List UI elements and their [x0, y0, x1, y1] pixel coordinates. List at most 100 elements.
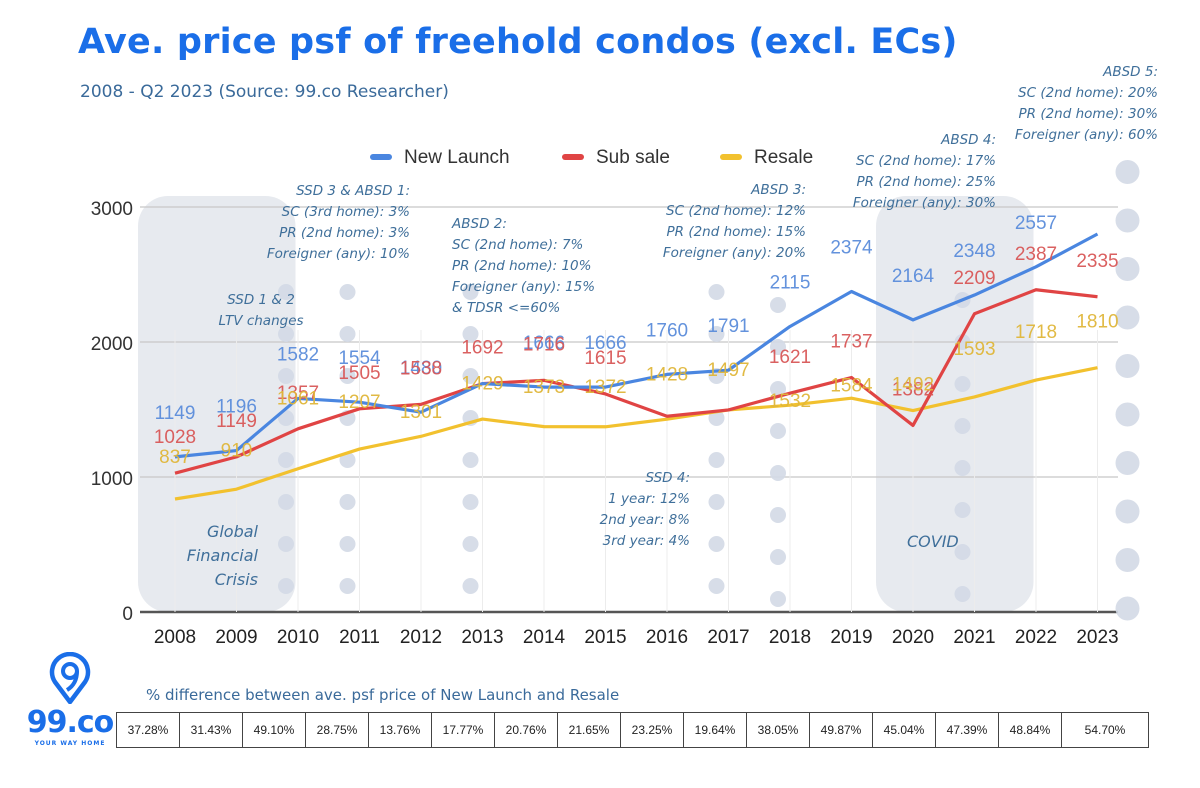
data-label: 1372	[584, 377, 626, 398]
data-label: 1028	[154, 427, 196, 448]
annotation-line: Foreigner (any): 20%	[662, 245, 806, 261]
data-label: 1692	[461, 338, 503, 359]
annotation-ssd4: SSD 4: 1 year: 12% 2nd year: 8% 3rd year…	[560, 468, 690, 552]
table-cell: 19.64%	[683, 712, 747, 748]
annotation-line: 2nd year: 8%	[599, 512, 690, 528]
data-label: 1810	[1076, 312, 1118, 333]
data-label: 2374	[830, 238, 873, 259]
data-label: 1382	[892, 379, 934, 400]
data-label: 1538	[400, 358, 442, 379]
data-label: 2335	[1076, 251, 1118, 272]
policy-marker-dot	[954, 502, 971, 518]
policy-marker-dot	[1115, 305, 1140, 330]
data-label: 1061	[277, 388, 319, 409]
annotation-absd5: ABSD 5: SC (2nd home): 20% PR (2nd home)…	[962, 62, 1158, 146]
policy-marker-dot	[462, 494, 479, 510]
annotation-line: ABSD 4:	[941, 132, 996, 148]
annotation-gfc: Global Financial Crisis	[150, 520, 258, 592]
data-label: 2387	[1015, 244, 1057, 265]
data-label: 2115	[770, 272, 811, 293]
x-tick-label: 2011	[339, 627, 380, 648]
annotation-line: ABSD 2:	[452, 216, 507, 232]
shaded-period-global-financial-crisis	[138, 196, 296, 612]
annotation-line: PR (2nd home): 15%	[666, 224, 806, 240]
annotation-ssd-1-2: SSD 1 & 2 LTV changes	[196, 290, 326, 332]
policy-marker-dot	[770, 423, 786, 439]
data-label: 1666	[584, 333, 626, 354]
policy-marker-dot	[954, 544, 971, 560]
policy-marker-dot	[770, 549, 786, 565]
policy-marker-dot	[278, 578, 294, 594]
logo-tagline: YOUR WAY HOME	[34, 740, 106, 747]
policy-marker-dot	[1115, 257, 1140, 281]
x-tick-label: 2018	[769, 627, 811, 648]
policy-marker-dot	[462, 452, 479, 468]
table-cell: 45.04%	[872, 712, 936, 748]
data-label: 2557	[1015, 213, 1057, 234]
y-tick-label: 3000	[91, 199, 133, 220]
data-label: 1584	[830, 376, 873, 397]
annotation-line: 3rd year: 4%	[602, 533, 690, 549]
table-cell: 47.39%	[935, 712, 999, 748]
data-label: 1207	[338, 392, 380, 413]
series-line-resale	[174, 366, 1098, 501]
policy-marker-dot	[339, 284, 356, 300]
data-label: 1357	[277, 383, 319, 404]
policy-marker-dot	[708, 284, 725, 300]
data-label: 1582	[277, 344, 319, 365]
policy-marker-dot	[1115, 160, 1140, 184]
x-tick-label: 2012	[400, 627, 442, 648]
data-label: 1480	[400, 358, 442, 379]
annotation-line: & TDSR <=60%	[452, 300, 561, 316]
policy-marker-dot	[708, 536, 725, 552]
data-label: 1428	[646, 364, 688, 385]
series-line-sub-sale	[174, 288, 1098, 475]
x-tick-label: 2014	[523, 627, 566, 648]
annotation-covid: COVID	[907, 532, 959, 551]
legend-label: Resale	[754, 147, 813, 168]
policy-marker-dot	[954, 418, 971, 434]
x-tick-label: 2019	[830, 627, 872, 648]
data-label: 1666	[523, 333, 565, 354]
table-cell: 38.05%	[746, 712, 810, 748]
y-tick-label: 0	[122, 604, 133, 625]
location-pin-icon	[49, 651, 91, 705]
table-cell: 20.76%	[494, 712, 558, 748]
x-tick-label: 2015	[584, 627, 626, 648]
annotation-absd4: ABSD 4: SC (2nd home): 17% PR (2nd home)…	[800, 130, 996, 214]
annotation-ssd3-absd1: SSD 3 & ABSD 1: SC (3rd home): 3% PR (2n…	[220, 181, 410, 265]
legend-label: Sub sale	[596, 147, 670, 168]
policy-marker-dot	[770, 591, 786, 607]
data-label: 1149	[155, 403, 196, 424]
policy-marker-dot	[462, 578, 479, 594]
policy-marker-dot	[1115, 548, 1140, 572]
x-tick-label: 2010	[277, 627, 319, 648]
y-tick-label: 1000	[91, 469, 133, 490]
data-label: 1196	[216, 397, 257, 418]
policy-marker-dot	[1115, 596, 1140, 621]
annotation-line: Foreigner (any): 10%	[266, 246, 410, 262]
annotation-line: SSD 1 & 2	[227, 292, 295, 308]
data-label: 1593	[953, 339, 995, 360]
annotation-line: ABSD 3:	[751, 182, 806, 198]
policy-marker-dot	[770, 465, 786, 481]
data-label: 1532	[769, 391, 811, 412]
table-caption: % difference between ave. psf price of N…	[146, 686, 620, 704]
policy-marker-dot	[339, 494, 356, 510]
data-label: 1716	[523, 334, 565, 355]
data-label: 1615	[584, 348, 626, 369]
policy-marker-dot	[462, 368, 479, 384]
annotation-line: SC (2nd home): 20%	[1018, 85, 1158, 101]
annotation-line: SC (3rd home): 3%	[281, 204, 410, 220]
policy-marker-dot	[708, 494, 725, 510]
data-label: 910	[221, 441, 253, 462]
data-label: 2209	[953, 268, 995, 289]
legend-swatch	[720, 154, 742, 160]
policy-marker-dot	[954, 586, 971, 602]
x-tick-label: 2009	[215, 627, 257, 648]
table-cell: 48.84%	[998, 712, 1062, 748]
x-tick-label: 2016	[646, 627, 688, 648]
policy-marker-dot	[462, 326, 479, 342]
data-label: 1760	[646, 320, 688, 341]
policy-marker-dot	[339, 536, 356, 552]
